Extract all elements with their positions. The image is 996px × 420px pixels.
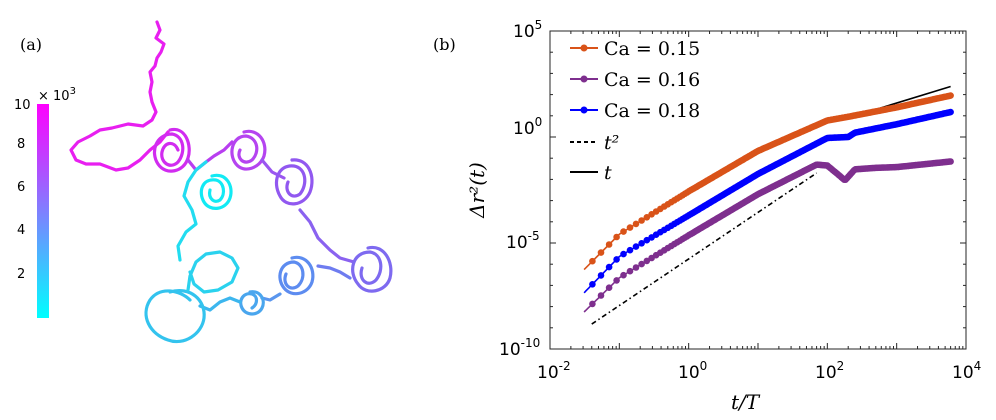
colorbar-tick-4: 4 bbox=[17, 223, 25, 238]
data-point bbox=[947, 158, 954, 165]
trajectory-loop-small bbox=[239, 290, 265, 316]
panel-a: (a) × 103 10 8 6 4 2 bbox=[14, 20, 393, 344]
data-point bbox=[643, 214, 651, 221]
colorbar-multiplier: × 103 bbox=[38, 86, 76, 104]
trajectory bbox=[69, 20, 393, 344]
trajectory-segment-blue bbox=[316, 264, 352, 280]
legend-marker-ca-016 bbox=[580, 75, 588, 83]
colorbar-tick-6: 6 bbox=[17, 180, 25, 195]
data-point bbox=[589, 281, 596, 288]
trajectory-segment-blue-2 bbox=[260, 292, 282, 302]
y-tick-1e0: 100 bbox=[513, 115, 542, 139]
data-point bbox=[643, 257, 651, 265]
series-ca-016 bbox=[583, 158, 954, 313]
trajectory-segment-purple bbox=[260, 158, 286, 180]
colorbar: × 103 10 8 6 4 2 bbox=[14, 86, 76, 318]
trajectory-loop-cyan-inner bbox=[199, 173, 233, 210]
x-tick-1e0: 100 bbox=[678, 359, 707, 383]
data-point bbox=[947, 92, 954, 99]
trajectory-loop-violet bbox=[351, 245, 393, 293]
axis-ticks bbox=[549, 30, 967, 350]
plot-layer bbox=[583, 85, 954, 325]
data-point bbox=[632, 243, 640, 250]
colorbar-tick-8: 8 bbox=[17, 137, 25, 152]
legend-label-t2: t² bbox=[604, 132, 619, 154]
data-point bbox=[643, 236, 651, 244]
y-axis-label: Δr²(t) bbox=[465, 162, 489, 219]
legend-label-ca-016: Ca = 0.16 bbox=[604, 69, 700, 91]
y-tick-1e-10: 10-10 bbox=[499, 336, 540, 360]
data-point bbox=[605, 241, 613, 248]
x-axis-label: t/T bbox=[731, 390, 761, 414]
x-tick-1e4: 104 bbox=[952, 359, 981, 383]
trajectory-loop-cyan-big bbox=[144, 289, 206, 344]
trajectory-segment-late bbox=[69, 20, 170, 172]
series-ca-018 bbox=[583, 108, 954, 294]
series-ca-015 bbox=[583, 92, 954, 271]
panel-b: (b) 105 100 10-5 10-10 10-2 100 102 104 … bbox=[433, 18, 981, 414]
data-point bbox=[605, 263, 613, 271]
y-tick-1e-5: 10-5 bbox=[506, 229, 540, 253]
x-tick-1e-2: 10-2 bbox=[537, 359, 571, 383]
data-point bbox=[638, 260, 645, 268]
data-point bbox=[626, 267, 634, 275]
trajectory-segment-mid-late bbox=[186, 140, 234, 172]
data-point bbox=[613, 277, 620, 284]
data-point bbox=[638, 240, 645, 247]
legend-label-ca-018: Ca = 0.18 bbox=[604, 100, 700, 122]
data-point bbox=[613, 233, 620, 241]
data-point bbox=[626, 224, 634, 231]
data-point bbox=[632, 220, 640, 228]
trajectory-segment-purple-2 bbox=[298, 208, 356, 264]
data-point bbox=[597, 272, 605, 279]
colorbar-tick-2: 2 bbox=[17, 267, 25, 282]
colorbar-tick-10: 10 bbox=[14, 98, 31, 113]
trajectory-segment-cyan-1 bbox=[198, 296, 242, 312]
panel-a-label: (a) bbox=[20, 35, 42, 54]
trajectory-loop-magenta-1 bbox=[152, 127, 191, 173]
legend-marker-ca-018 bbox=[580, 106, 588, 114]
data-point bbox=[620, 228, 627, 235]
data-point bbox=[632, 264, 640, 271]
data-point bbox=[605, 284, 613, 292]
data-point bbox=[613, 256, 620, 263]
series-line-ca-016 bbox=[583, 160, 951, 313]
trajectory-loop-purple bbox=[274, 158, 314, 206]
colorbar-gradient bbox=[37, 104, 49, 318]
legend-label-ca-015: Ca = 0.15 bbox=[604, 38, 700, 60]
reference-line-t2 bbox=[591, 172, 818, 325]
legend: Ca = 0.15 Ca = 0.16 Ca = 0.18 t² t bbox=[570, 38, 700, 184]
trajectory-loop-magenta-2 bbox=[230, 129, 267, 171]
panel-b-label: (b) bbox=[433, 35, 456, 54]
data-point bbox=[597, 292, 605, 299]
y-tick-1e5: 105 bbox=[513, 18, 542, 42]
data-point bbox=[620, 250, 627, 258]
data-point bbox=[589, 257, 596, 265]
legend-marker-ca-015 bbox=[580, 44, 588, 52]
trajectory-loop-blue bbox=[278, 255, 315, 296]
trajectory-segment-cyan-3 bbox=[176, 160, 208, 262]
data-point bbox=[626, 246, 634, 254]
data-point bbox=[947, 108, 954, 116]
x-tick-1e2: 102 bbox=[815, 359, 844, 383]
data-point bbox=[638, 217, 645, 224]
trajectory-segment-cyan-2 bbox=[186, 250, 240, 294]
data-point bbox=[597, 249, 605, 256]
legend-label-t: t bbox=[604, 162, 612, 184]
data-point bbox=[589, 300, 596, 308]
data-point bbox=[620, 271, 627, 279]
